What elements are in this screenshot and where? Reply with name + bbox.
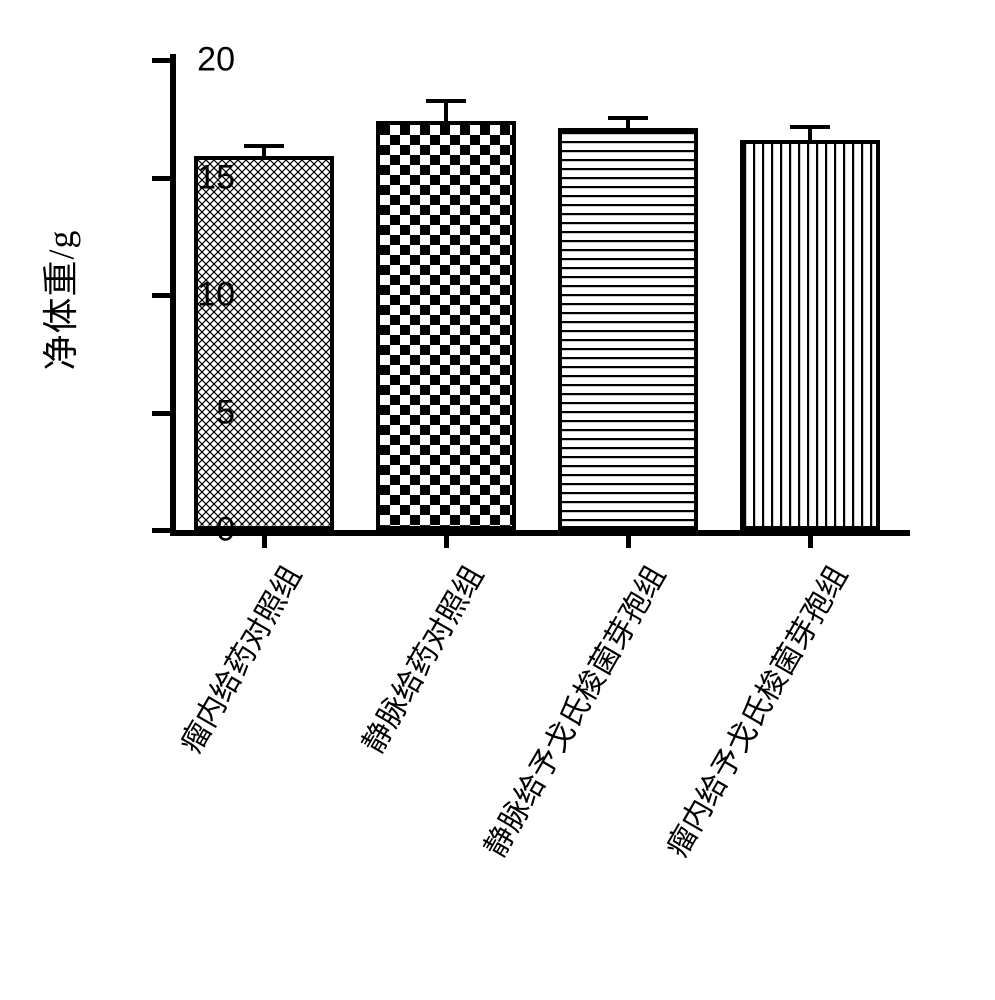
y-tick	[152, 293, 170, 298]
x-axis-line	[170, 530, 910, 536]
x-tick	[808, 530, 813, 548]
bar	[740, 140, 880, 530]
x-tick	[626, 530, 631, 548]
bar	[558, 128, 698, 530]
x-tick	[262, 530, 267, 548]
error-bar-cap	[244, 144, 284, 148]
bar-chart: 净体重/g 05101520 瘤内给药对照组静脉给药对照组静脉给予戈氏梭菌芽孢组…	[0, 0, 995, 1000]
error-bar-cap	[608, 116, 648, 120]
y-tick	[152, 528, 170, 533]
plot-area	[170, 60, 910, 530]
y-tick-label: 5	[216, 393, 235, 432]
bar	[376, 121, 516, 530]
error-bar-cap	[426, 99, 466, 103]
y-tick	[152, 58, 170, 63]
y-tick-label: 20	[197, 41, 235, 80]
y-tick	[152, 176, 170, 181]
y-tick-label: 10	[197, 276, 235, 315]
error-bar	[444, 101, 448, 121]
error-bar-cap	[790, 125, 830, 129]
bar	[194, 156, 334, 530]
y-axis-line	[170, 54, 176, 530]
x-tick	[444, 530, 449, 548]
y-tick-label: 15	[197, 158, 235, 197]
y-axis-title: 净体重/g	[32, 229, 84, 370]
y-tick	[152, 411, 170, 416]
y-tick-label: 0	[216, 511, 235, 550]
